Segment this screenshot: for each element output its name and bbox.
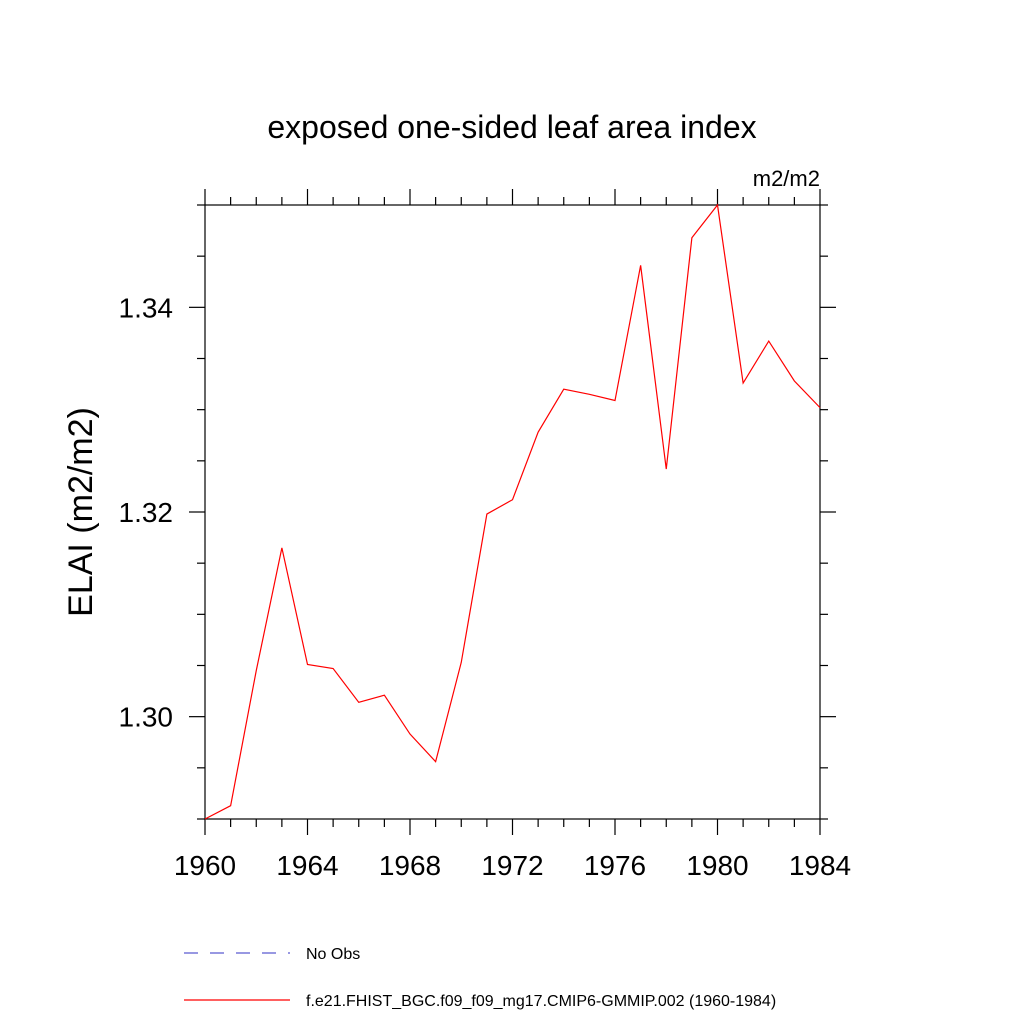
- units-label: m2/m2: [753, 166, 820, 191]
- x-tick-label: 1968: [379, 850, 441, 881]
- y-tick-label: 1.34: [119, 292, 174, 323]
- plot-frame: [204, 204, 821, 820]
- y-axis-label: ELAI (m2/m2): [62, 407, 100, 617]
- x-tick-label: 1984: [789, 850, 851, 881]
- axis-ticks: 1960 1964 1968 1972 1976 1980 1984 1.30 1.32 1.34: [119, 189, 851, 881]
- y-tick-label: 1.30: [119, 702, 174, 733]
- x-tick-label: 1980: [686, 850, 748, 881]
- chart-title: exposed one-sided leaf area index: [267, 109, 756, 145]
- x-tick-label: 1972: [481, 850, 543, 881]
- series-line: [204, 203, 821, 820]
- legend-label: f.e21.FHIST_BGC.f09_f09_mg17.CMIP6-GMMIP…: [306, 993, 776, 1010]
- series-layer: [204, 203, 821, 820]
- x-tick-label: 1976: [584, 850, 646, 881]
- x-tick-label: 1964: [276, 850, 338, 881]
- x-tick-label: 1960: [174, 850, 236, 881]
- y-tick-label: 1.32: [119, 497, 174, 528]
- legend-label: No Obs: [306, 946, 360, 963]
- legend: No Obs f.e21.FHIST_BGC.f09_f09_mg17.CMIP6…: [184, 946, 776, 1010]
